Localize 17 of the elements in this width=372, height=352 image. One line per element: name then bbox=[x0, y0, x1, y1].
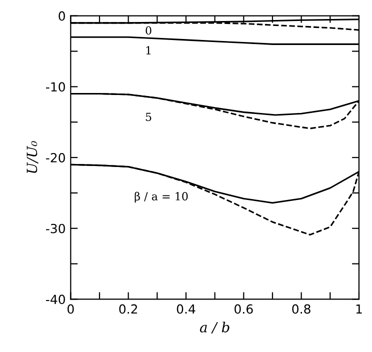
annotation: 0 bbox=[146, 26, 152, 35]
y-tick-label: -10 bbox=[46, 82, 65, 92]
y-tick-label: -20 bbox=[46, 152, 65, 162]
x-tick-label: 1 bbox=[356, 304, 362, 314]
x-axis-title: a / b bbox=[200, 322, 230, 334]
y-tick-label: -40 bbox=[46, 294, 65, 304]
x-tick-label: 0.4 bbox=[176, 304, 196, 314]
y-tick-label: 0 bbox=[58, 11, 65, 21]
annotation: 1 bbox=[146, 46, 150, 54]
y-axis-title: U/U₀ bbox=[26, 141, 38, 173]
annotation: β / a = 10 bbox=[134, 192, 188, 203]
x-tick-label: 0.8 bbox=[292, 304, 310, 314]
annotation: 5 bbox=[146, 112, 152, 122]
y-tick-label: -30 bbox=[46, 224, 65, 234]
x-tick-label: 0.6 bbox=[234, 304, 253, 314]
x-tick-label: 0 bbox=[68, 304, 74, 314]
x-tick-label: 0.2 bbox=[119, 304, 138, 314]
